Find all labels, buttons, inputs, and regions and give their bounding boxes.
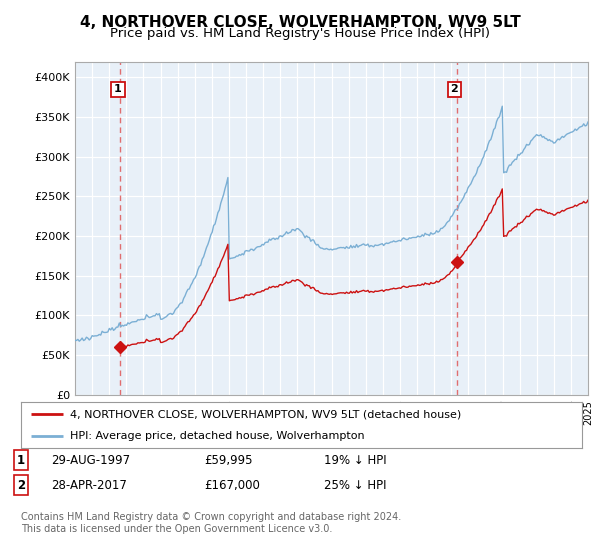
Text: £167,000: £167,000 — [204, 479, 260, 492]
Text: 2: 2 — [17, 479, 25, 492]
Text: HPI: Average price, detached house, Wolverhampton: HPI: Average price, detached house, Wolv… — [70, 431, 365, 441]
Text: 4, NORTHOVER CLOSE, WOLVERHAMPTON, WV9 5LT (detached house): 4, NORTHOVER CLOSE, WOLVERHAMPTON, WV9 5… — [70, 409, 461, 419]
Text: 4, NORTHOVER CLOSE, WOLVERHAMPTON, WV9 5LT: 4, NORTHOVER CLOSE, WOLVERHAMPTON, WV9 5… — [80, 15, 520, 30]
Text: 2: 2 — [451, 85, 458, 95]
Text: Price paid vs. HM Land Registry's House Price Index (HPI): Price paid vs. HM Land Registry's House … — [110, 27, 490, 40]
Text: 1: 1 — [17, 454, 25, 466]
Text: 28-APR-2017: 28-APR-2017 — [51, 479, 127, 492]
Text: Contains HM Land Registry data © Crown copyright and database right 2024.
This d: Contains HM Land Registry data © Crown c… — [21, 512, 401, 534]
Text: 19% ↓ HPI: 19% ↓ HPI — [324, 454, 386, 466]
Text: £59,995: £59,995 — [204, 454, 253, 466]
Text: 1: 1 — [114, 85, 122, 95]
Text: 25% ↓ HPI: 25% ↓ HPI — [324, 479, 386, 492]
Text: 29-AUG-1997: 29-AUG-1997 — [51, 454, 130, 466]
